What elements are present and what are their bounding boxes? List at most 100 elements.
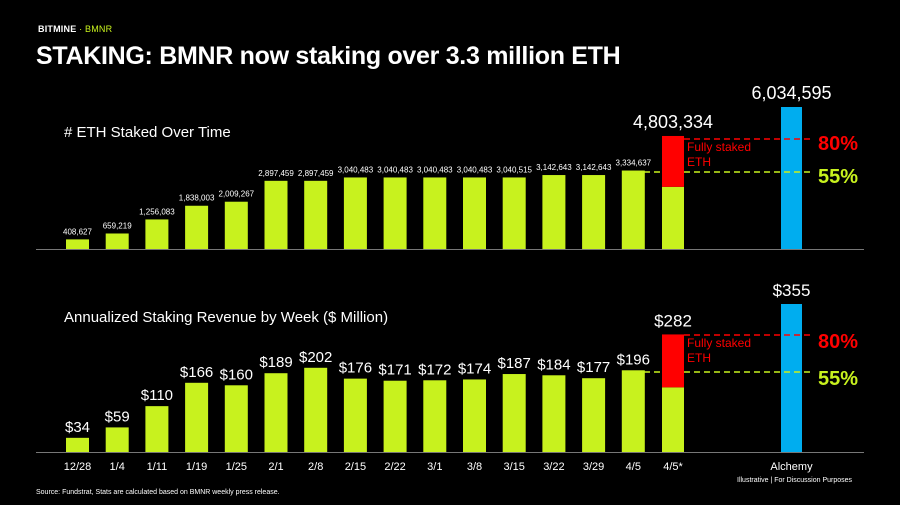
eth-staked-threshold-80-label: 80% [818,133,858,155]
eth-staked-bar-label: 3,040,483 [457,165,493,174]
revenue-bar [224,385,248,452]
eth-staked-bar-label: 408,627 [63,227,92,236]
eth-staked-bar-label: 3,142,643 [536,163,572,172]
revenue-chart-title: Annualized Staking Revenue by Week ($ Mi… [64,309,388,326]
x-tick-label: 3/29 [583,461,604,473]
revenue-bar-label: $166 [180,364,213,381]
revenue-bar-label: $171 [378,362,411,379]
revenue-bar-label: $177 [577,359,610,376]
eth-staked-bar [621,170,645,249]
x-tick-label: 1/25 [226,461,247,473]
disclaimer-note: Illustrative | For Discussion Purposes [737,477,853,484]
x-tick-label: 4/5 [626,461,641,473]
revenue-bar-label: $160 [220,366,253,383]
brand-name: BITMINE [38,24,77,34]
eth-staked-chart-title: # ETH Staked Over Time [64,124,231,141]
revenue-bar-label: $184 [537,356,570,373]
eth-staked-projection-label: 4,803,334 [633,112,713,132]
eth-staked-bar-label: 1,838,003 [179,194,215,203]
x-tick-label-projection: 4/5* [663,461,683,473]
eth-staked-bar [582,175,606,249]
revenue-projection-label: $282 [654,311,692,330]
x-tick-label: 3/15 [503,461,524,473]
revenue-bar [145,406,169,452]
eth-staked-bar-label: 3,040,483 [338,165,374,174]
x-tick-label: 1/11 [147,461,168,473]
revenue-bar [502,374,526,452]
revenue-threshold-80-label: 80% [818,331,858,353]
eth-staked-bar-label: 2,897,459 [298,169,334,178]
eth-staked-bar [502,177,526,249]
x-tick-label: 3/8 [467,461,482,473]
eth-staked-bar-label: 3,334,637 [616,159,652,168]
eth-staked-bar [383,177,407,249]
revenue-bar [264,373,288,452]
x-tick-label: 2/22 [384,461,405,473]
eth-staked-projection-base-bar [662,186,684,249]
eth-staked-bar [343,177,367,249]
revenue-bar-label: $189 [259,354,292,371]
eth-staked-projection-top-bar [662,135,684,187]
eth-staked-bar-label: 2,897,459 [258,169,294,178]
eth-staked-bar-label: 3,040,483 [417,165,453,174]
eth-staked-bar [145,219,169,249]
source-note: Source: Fundstrat, Stats are calculated … [36,489,280,496]
revenue-bar-label: $59 [105,408,130,425]
eth-staked-bar [304,180,328,249]
x-tick-label: 3/22 [543,461,564,473]
eth-staked-bar-label: 1,256,083 [139,207,175,216]
revenue-bar [304,367,328,452]
revenue-bar [463,379,486,452]
eth-staked-bar-label: 2,009,267 [219,190,255,199]
revenue-annotation-line2: ETH [687,351,711,365]
eth-staked-threshold-55-label: 55% [818,166,858,188]
brand-ticker: BMNR [85,24,113,34]
eth-staked-annotation-line1: Fully staked [687,140,751,154]
revenue-bar [66,437,89,452]
eth-staked-bar-label: 3,040,515 [496,165,532,174]
eth-staked-bar-label: 659,219 [103,221,132,230]
x-tick-label: 2/1 [268,461,283,473]
revenue-bar [621,370,645,452]
x-tick-label: 2/8 [308,461,323,473]
page-title: STAKING: BMNR now staking over 3.3 milli… [36,42,621,70]
revenue-projection-top-bar [662,334,684,388]
revenue-bar [383,380,407,452]
eth-staked-bar [463,177,486,249]
eth-staked-bar [224,201,248,249]
revenue-comparison-bar [781,304,802,452]
eth-staked-comparison-label: 6,034,595 [751,83,831,103]
revenue-bar [105,427,129,452]
revenue-bar-label: $196 [617,351,650,368]
eth-staked-bar-label: 3,142,643 [576,163,612,172]
revenue-bar-label: $176 [339,360,372,377]
revenue-bar-label: $174 [458,360,491,377]
x-tick-label: 1/4 [110,461,125,473]
x-tick-label: 3/1 [427,461,442,473]
x-tick-label-comparison: Alchemy [770,461,813,473]
eth-staked-comparison-bar [781,107,802,249]
revenue-bar-label: $110 [141,387,173,404]
brand-separator: · [76,24,86,34]
revenue-bar [185,382,209,452]
x-tick-label: 1/19 [186,461,207,473]
revenue-bar-label: $202 [299,349,332,366]
eth-staked-bar [66,239,89,249]
revenue-bar-label: $187 [498,355,531,372]
eth-staked-bar [264,180,288,249]
revenue-threshold-55-label: 55% [818,368,858,390]
eth-staked-bar [542,175,566,249]
revenue-annotation-line1: Fully staked [687,336,751,350]
eth-staked-annotation-line2: ETH [687,155,711,169]
revenue-projection-base-bar [662,387,684,452]
revenue-bar [343,378,367,452]
eth-staked-bar [423,177,447,249]
revenue-bar-label: $34 [65,419,90,436]
x-tick-label: 2/15 [345,461,366,473]
eth-staked-bar-label: 3,040,483 [377,165,413,174]
eth-staked-bar [105,233,129,249]
eth-staked-bar [185,205,209,249]
revenue-comparison-label: $355 [773,281,811,300]
revenue-bar [542,375,566,452]
